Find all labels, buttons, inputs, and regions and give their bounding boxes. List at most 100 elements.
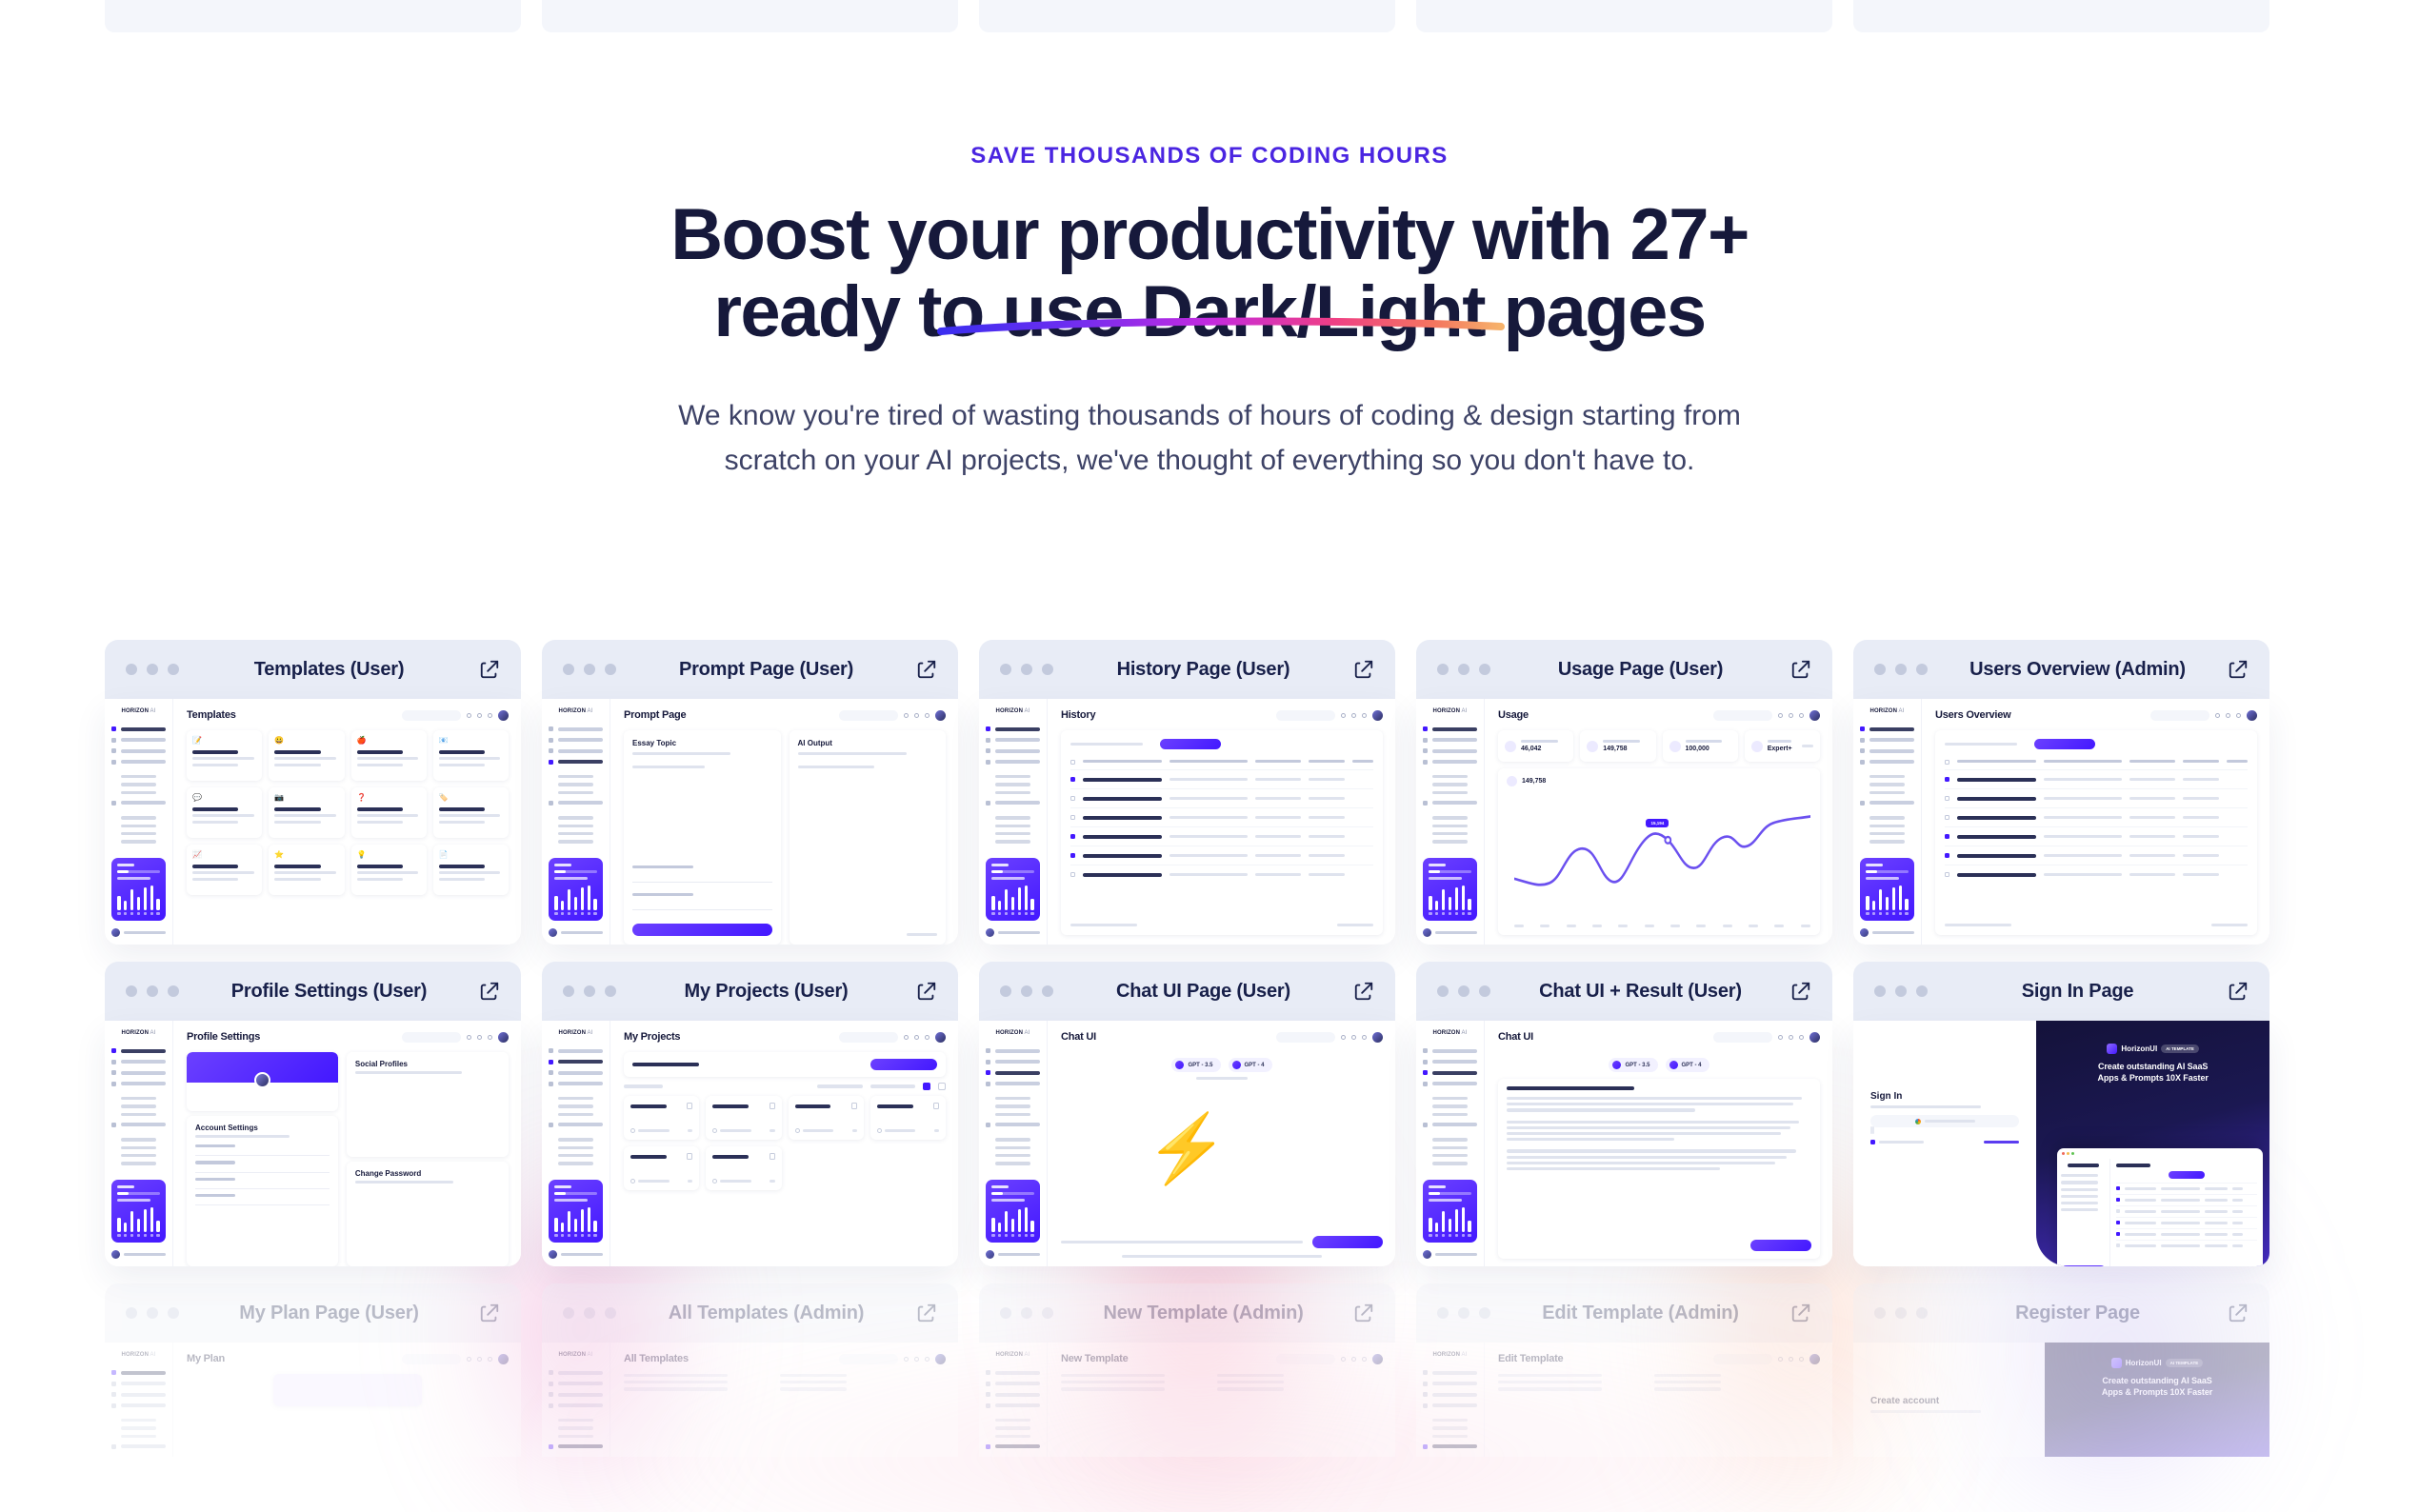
mock-nav-subitem[interactable] (121, 1112, 156, 1117)
search-button[interactable] (1160, 739, 1221, 749)
page-preview-card[interactable]: My Projects (User) HORIZON AI (542, 962, 958, 1266)
mock-nav-item[interactable] (1860, 800, 1914, 806)
page-preview-card[interactable]: Chat UI + Result (User) HORIZON AI (1416, 962, 1832, 1266)
copy-icon[interactable] (687, 1153, 693, 1160)
mock-nav-item[interactable] (111, 1048, 166, 1053)
mock-nav-item[interactable] (549, 1048, 603, 1053)
avatar[interactable] (498, 1031, 509, 1043)
mock-nav-subitem[interactable] (1432, 1434, 1468, 1439)
mock-nav-item[interactable] (111, 1381, 166, 1386)
search-input[interactable] (402, 1031, 461, 1043)
bell-icon[interactable] (2215, 712, 2220, 718)
project-menu-icon[interactable] (688, 1179, 693, 1184)
mock-nav-subitem[interactable] (1869, 783, 1905, 786)
template-card[interactable]: 🏷️ (432, 787, 509, 838)
mock-nav-item[interactable] (111, 1081, 166, 1086)
card-preview-body[interactable]: HORIZON AI (1416, 699, 1832, 945)
info-icon[interactable] (1799, 1356, 1804, 1362)
bell-icon[interactable] (467, 1034, 471, 1040)
mock-nav-subitem[interactable] (558, 1145, 593, 1149)
mock-nav-subitem[interactable] (995, 783, 1030, 786)
page-preview-card[interactable]: Profile Settings (User) HORIZON AI (105, 962, 521, 1266)
card-preview-body[interactable]: HORIZON AI (1853, 699, 2269, 945)
bell-icon[interactable] (467, 712, 471, 718)
mock-nav-subitem[interactable] (1869, 816, 1905, 820)
mock-nav-subitem[interactable] (995, 1112, 1030, 1117)
mock-nav-subitem[interactable] (1432, 1426, 1468, 1430)
mock-nav-item[interactable] (111, 1443, 166, 1449)
info-icon[interactable] (2236, 712, 2241, 718)
info-icon[interactable] (925, 1356, 930, 1362)
mock-nav-item[interactable] (1423, 1070, 1477, 1075)
copy-icon[interactable] (687, 1103, 693, 1109)
mock-nav-item[interactable] (549, 1370, 603, 1375)
mock-nav-subitem[interactable] (558, 1112, 593, 1117)
mock-user-profile[interactable] (111, 928, 166, 937)
mock-nav-subitem[interactable] (1869, 775, 1905, 779)
mock-nav-item[interactable] (549, 1122, 603, 1127)
moon-icon[interactable] (1789, 1034, 1793, 1040)
mock-nav-subitem[interactable] (1432, 824, 1468, 827)
row-checkbox[interactable] (1945, 777, 1949, 782)
table-row[interactable] (1945, 807, 2248, 826)
row-checkbox[interactable] (1945, 834, 1949, 839)
select-all-checkbox[interactable] (1070, 760, 1075, 765)
row-checkbox[interactable] (1070, 872, 1075, 877)
mock-user-profile[interactable] (1423, 1250, 1477, 1259)
mock-nav-item[interactable] (1860, 748, 1914, 753)
mock-nav-item[interactable] (986, 1070, 1040, 1075)
info-icon[interactable] (488, 1356, 492, 1362)
mock-nav-item[interactable] (1423, 1443, 1477, 1449)
mock-nav-subitem[interactable] (121, 1104, 156, 1108)
row-checkbox[interactable] (1070, 796, 1075, 801)
mock-nav-subitem[interactable] (995, 1426, 1030, 1430)
mock-nav-subitem[interactable] (995, 824, 1030, 827)
mock-nav-item[interactable] (111, 1370, 166, 1375)
model-gpt4-button[interactable]: GPT - 4 (1665, 1058, 1709, 1072)
search-input[interactable] (1276, 1353, 1335, 1364)
bell-icon[interactable] (1341, 1034, 1346, 1040)
table-row[interactable] (1070, 826, 1373, 846)
mock-nav-item[interactable] (1423, 759, 1477, 765)
row-checkbox[interactable] (1945, 796, 1949, 801)
card-preview-body[interactable]: HORIZON AI (979, 1343, 1395, 1457)
grid-view-icon[interactable] (923, 1083, 930, 1090)
search-input[interactable] (402, 1353, 461, 1364)
model-gpt35-button[interactable]: GPT - 3.5 (1171, 1058, 1221, 1072)
search-input[interactable] (1276, 709, 1335, 721)
external-link-icon[interactable] (1790, 1303, 1811, 1323)
field-input[interactable] (195, 1164, 330, 1173)
template-card[interactable]: ❓ (350, 787, 427, 838)
mock-nav-subitem[interactable] (558, 1426, 593, 1430)
mock-nav-subitem[interactable] (1432, 1419, 1468, 1422)
project-menu-icon[interactable] (851, 1128, 857, 1133)
mock-nav-item[interactable] (549, 1443, 603, 1449)
mock-nav-item[interactable] (549, 800, 603, 806)
mock-nav-subitem[interactable] (558, 1153, 593, 1158)
mock-nav-subitem[interactable] (1869, 840, 1905, 844)
search-button[interactable] (2034, 739, 2095, 749)
table-search-input[interactable] (1070, 742, 1144, 746)
mock-user-profile[interactable] (1423, 928, 1477, 937)
mock-nav-item[interactable] (549, 737, 603, 743)
bell-icon[interactable] (1341, 1356, 1346, 1362)
mock-nav-item[interactable] (1423, 1059, 1477, 1064)
search-input[interactable] (1713, 709, 1772, 721)
mock-nav-subitem[interactable] (121, 1426, 156, 1430)
moon-icon[interactable] (1789, 1356, 1793, 1362)
copy-text-button[interactable] (906, 932, 937, 936)
field-input[interactable] (195, 1181, 330, 1189)
mock-nav-subitem[interactable] (121, 1419, 156, 1422)
card-preview-body[interactable]: Sign In (1853, 1021, 2269, 1266)
moon-icon[interactable] (1789, 712, 1793, 718)
project-menu-icon[interactable] (688, 1128, 693, 1133)
essay-type-select[interactable] (632, 901, 772, 910)
mock-nav-item[interactable] (1860, 759, 1914, 765)
model-gpt35-button[interactable]: GPT - 3.5 (1609, 1058, 1658, 1072)
project-menu-icon[interactable] (770, 1128, 775, 1133)
topic-input[interactable] (632, 766, 706, 769)
moon-icon[interactable] (477, 1034, 482, 1040)
moon-icon[interactable] (914, 1034, 919, 1040)
avatar[interactable] (935, 1353, 946, 1364)
mock-nav-subitem[interactable] (995, 831, 1030, 836)
